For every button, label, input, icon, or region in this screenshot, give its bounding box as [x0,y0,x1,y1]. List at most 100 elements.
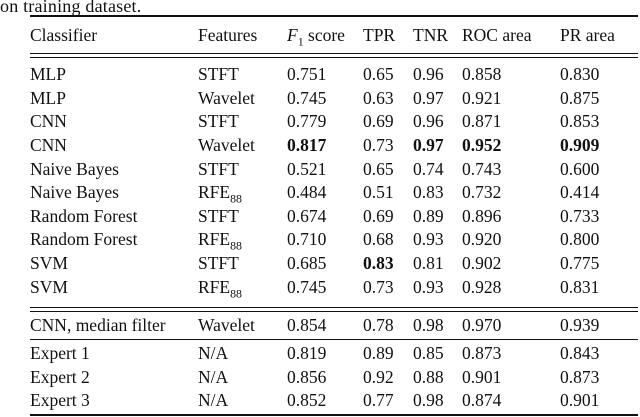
cell-f1-score: 0.484 [287,182,327,203]
cell-pr-area: 0.909 [560,134,600,155]
table-row: SVM STFT 0.685 0.83 0.81 0.902 0.775 [30,252,638,276]
cell-features: Wavelet [198,315,255,336]
cell-pr-area: 0.873 [560,366,600,387]
cell-f1-score: 0.685 [287,252,327,273]
cell-pr-area: 0.830 [560,64,600,85]
table-top-rule [30,15,638,17]
cell-features: RFE88 [198,229,242,253]
cell-tpr: 0.92 [363,366,394,387]
cell-tpr: 0.69 [363,111,394,132]
cell-f1-score: 0.819 [287,342,327,363]
cell-tnr: 0.74 [413,158,444,179]
cell-f1-score: 0.854 [287,315,327,336]
cell-f1-score: 0.779 [287,111,327,132]
table-row: SVM RFE88 0.745 0.73 0.93 0.928 0.831 [30,276,638,300]
cell-roc-area: 0.952 [462,134,502,155]
cell-pr-area: 0.853 [560,111,600,132]
cell-roc-area: 0.858 [462,64,502,85]
cell-classifier: MLP [30,64,66,85]
cell-tpr: 0.63 [363,87,394,108]
section-ml-classifiers: MLP STFT 0.751 0.65 0.96 0.858 0.830 MLP Wavelet… [30,58,638,307]
cell-classifier: Naive Bayes [30,182,119,203]
cell-roc-area: 0.896 [462,205,502,226]
column-header-pr-area: PR area [560,25,615,45]
table-header-row: Classifier Features F1 score TPR TNR ROC area… [30,17,638,53]
cell-features: RFE88 [198,276,242,301]
section-human-experts: Expert 1 N/A 0.819 0.89 0.85 0.873 0.843 Expert… [30,340,638,414]
cell-classifier: SVM [30,276,68,297]
cell-f1-score: 0.710 [287,229,327,250]
cell-pr-area: 0.414 [560,182,600,203]
table-row: MLP STFT 0.751 0.65 0.96 0.858 0.830 [30,63,638,87]
cell-classifier: Expert 1 [30,342,90,363]
cell-features: STFT [198,64,239,85]
column-header-roc-area: ROC area [462,25,532,45]
cell-tnr: 0.83 [413,182,444,203]
cell-f1-score: 0.521 [287,158,327,179]
cell-features: RFE88 [198,182,242,206]
cell-f1-score: 0.745 [287,87,327,108]
section-cnn-median-filter: CNN, median filter Wavelet 0.854 0.78 0.98 0.… [30,312,638,339]
table-row: Random Forest STFT 0.674 0.69 0.89 0.896 0.733 [30,205,638,229]
cell-tnr: 0.93 [413,229,444,250]
table-bottom-rule [30,414,638,417]
header-separator-rule [30,53,638,59]
table-row: CNN, median filter Wavelet 0.854 0.78 0.98 0.… [30,314,638,338]
cell-tpr: 0.83 [363,252,394,273]
table-caption-fragment: on training dataset. [0,0,142,16]
cell-features: Wavelet [198,134,255,155]
cell-pr-area: 0.733 [560,205,600,226]
cell-tnr: 0.93 [413,276,444,297]
cell-features: STFT [198,205,239,226]
cell-tpr: 0.89 [363,342,394,363]
table-row: CNN STFT 0.779 0.69 0.96 0.871 0.853 [30,110,638,134]
table-row: CNN Wavelet 0.817 0.73 0.97 0.952 0.909 [30,134,638,158]
cell-classifier: CNN [30,134,67,155]
cell-pr-area: 0.600 [560,158,600,179]
cell-pr-area: 0.775 [560,252,600,273]
cell-roc-area: 0.928 [462,276,502,297]
cell-roc-area: 0.873 [462,342,502,363]
cell-pr-area: 0.939 [560,315,600,336]
cell-pr-area: 0.831 [560,276,600,297]
cell-features: STFT [198,111,239,132]
cell-tnr: 0.98 [413,390,444,411]
cell-roc-area: 0.902 [462,252,502,273]
results-table: Classifier Features F1 score TPR TNR ROC area… [30,15,638,417]
cell-tpr: 0.73 [363,276,394,297]
column-header-tnr: TNR [413,25,448,45]
cell-classifier: CNN [30,111,67,132]
cell-tpr: 0.68 [363,229,394,250]
cell-tnr: 0.98 [413,315,444,336]
column-header-f1-score: F1 score [287,25,345,49]
cell-tpr: 0.51 [363,182,394,203]
table-row: Naive Bayes STFT 0.521 0.65 0.74 0.743 0.600 [30,158,638,182]
cell-f1-score: 0.817 [287,134,327,155]
column-header-classifier: Classifier [30,25,98,45]
cell-f1-score: 0.674 [287,205,327,226]
cell-pr-area: 0.800 [560,229,600,250]
cell-tpr: 0.78 [363,315,394,336]
table-row: Expert 1 N/A 0.819 0.89 0.85 0.873 0.843 [30,342,638,366]
cell-tpr: 0.69 [363,205,394,226]
column-header-features: Features [198,25,258,45]
cell-features: Wavelet [198,87,255,108]
cell-tnr: 0.88 [413,366,444,387]
cell-roc-area: 0.732 [462,182,502,203]
cell-pr-area: 0.875 [560,87,600,108]
cell-pr-area: 0.843 [560,342,600,363]
cell-tnr: 0.97 [413,134,444,155]
cell-tnr: 0.96 [413,111,444,132]
table-row: Naive Bayes RFE88 0.484 0.51 0.83 0.732 0.414 [30,181,638,205]
cell-tpr: 0.77 [363,390,394,411]
cell-features: STFT [198,158,239,179]
section-separator-rule [30,307,638,313]
cell-features: STFT [198,252,239,273]
cell-roc-area: 0.743 [462,158,502,179]
cell-pr-area: 0.901 [560,390,600,411]
cell-f1-score: 0.745 [287,276,327,297]
cell-f1-score: 0.852 [287,390,327,411]
subsection-separator-rule [30,338,638,340]
cell-classifier: CNN, median filter [30,315,166,336]
